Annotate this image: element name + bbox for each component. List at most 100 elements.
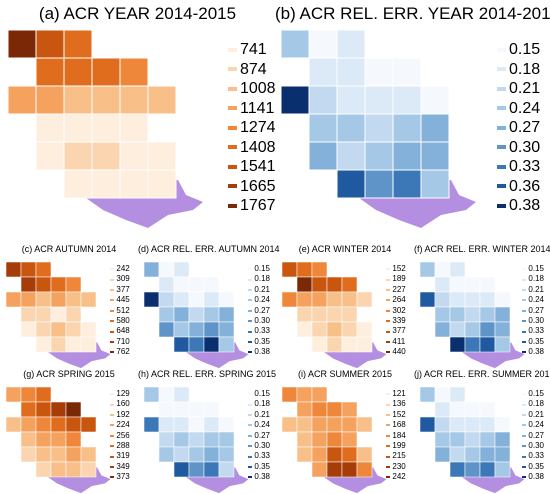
heatmap-cell: [65, 306, 82, 323]
heatmap-cell: [5, 386, 22, 403]
heatmap-cell: [173, 416, 190, 433]
legend-label: 0.15: [528, 264, 544, 273]
heatmap-cell: [341, 431, 358, 448]
legend-label: 0.24: [528, 420, 544, 430]
legend-swatch: [248, 278, 253, 281]
heatmap-cell: [20, 401, 37, 418]
legend-swatch: [522, 309, 527, 312]
panel-title: (g) ACR SPRING 2015: [23, 369, 115, 379]
legend-label: 242: [116, 264, 130, 273]
map-svg: [143, 261, 249, 369]
heatmap-cell: [449, 261, 466, 278]
heatmap-cell: [311, 446, 328, 463]
legend-entry: 242: [386, 472, 406, 482]
heatmap-cell: [35, 291, 52, 308]
legend-entry: 0.33: [522, 451, 544, 461]
legend-swatch: [386, 455, 391, 458]
heatmap-cell: [449, 306, 466, 323]
heatmap-cell: [464, 276, 481, 293]
legend-swatch: [110, 403, 115, 406]
heatmap-cell: [392, 141, 422, 171]
legend-swatch: [522, 434, 527, 437]
heatmap-cell: [203, 276, 220, 293]
legend-label: 215: [392, 451, 406, 461]
legend-swatch: [497, 86, 506, 91]
legend-swatch: [110, 476, 115, 479]
heatmap-cell: [464, 321, 481, 338]
legend-swatch: [110, 299, 115, 302]
legend-swatch: [110, 278, 115, 281]
legend-entry: 0.18: [497, 60, 540, 80]
heatmap-cell: [188, 321, 205, 338]
heatmap-cell: [364, 113, 394, 143]
heatmap-cell: [356, 291, 373, 308]
heatmap-cell: [188, 461, 205, 478]
legend-swatch: [248, 268, 253, 271]
heatmap-cell: [80, 291, 97, 308]
heatmap-cell: [434, 276, 451, 293]
legend-swatch: [386, 341, 391, 343]
legend-swatch: [248, 320, 253, 323]
legend-swatch: [522, 455, 527, 458]
legend-entry: 710: [110, 337, 130, 347]
heatmap-cell: [35, 29, 65, 59]
heatmap-cell: [35, 85, 65, 115]
heatmap-cell: [280, 85, 310, 115]
legend-label: 0.27: [508, 119, 541, 136]
heatmap-cell: [203, 461, 220, 478]
heatmap-cell: [218, 306, 235, 323]
heatmap-cell: [218, 446, 235, 463]
heatmap-cell: [65, 431, 82, 448]
panel-c: (c) ACR AUTUMN 2014 242 309 377 445 512 580 64…: [0, 240, 138, 369]
heatmap-cell: [203, 321, 220, 338]
legend-swatch: [110, 434, 115, 437]
legend-label: 0.27: [254, 305, 270, 315]
legend-label: 1541: [239, 158, 276, 175]
legend-entry: 1274: [228, 118, 276, 138]
legend-label: 0.18: [254, 399, 270, 409]
legend-entry: 373: [110, 472, 130, 482]
legend-swatch: [248, 424, 253, 427]
heatmap-cell: [479, 321, 496, 338]
legend-label: 0.15: [254, 389, 270, 398]
legend-entry: 0.15: [522, 264, 544, 274]
heatmap-cell: [464, 306, 481, 323]
legend-entry: 0.38: [522, 472, 544, 482]
legend-entry: 0.33: [522, 326, 544, 336]
heatmap-cell: [464, 446, 481, 463]
heatmap-cell: [494, 336, 511, 353]
heatmap-cell: [80, 446, 97, 463]
heatmap-cell: [188, 336, 205, 353]
legend-entry: 0.33: [497, 157, 540, 177]
heatmap-cell: [63, 29, 93, 59]
legend-entry: 445: [110, 295, 130, 305]
heatmap-cell: [91, 141, 121, 171]
legend-swatch: [248, 341, 253, 343]
map-svg: [5, 261, 111, 369]
heatmap-cell: [188, 446, 205, 463]
legend-label: 309: [116, 274, 130, 284]
legend-swatch: [110, 424, 115, 427]
map-svg: [280, 29, 476, 228]
heatmap-cell: [392, 85, 422, 115]
heatmap-cell: [20, 306, 37, 323]
heatmap-cell: [50, 336, 67, 353]
heatmap-cell: [65, 321, 82, 338]
legend-swatch: [386, 403, 391, 406]
heatmap-cell: [434, 401, 451, 418]
heatmap-cell: [336, 57, 366, 87]
legend-swatch: [110, 466, 115, 468]
legend-swatch: [497, 67, 506, 71]
heatmap-cell: [203, 291, 220, 308]
legend-label: 160: [116, 399, 130, 409]
heatmap-cell: [35, 336, 52, 353]
heatmap-cell: [50, 416, 67, 433]
heatmap-cell: [158, 401, 175, 418]
heatmap-cell: [158, 276, 175, 293]
heatmap-cell: [392, 57, 422, 87]
legend-label: 0.30: [254, 441, 270, 450]
panel-d: (d) ACR REL. ERR. AUTUMN 2014 0.15 0.18 0.…: [138, 240, 280, 369]
legend-entry: 1008: [228, 79, 276, 99]
legend-swatch: [386, 309, 391, 312]
heatmap-cell: [35, 416, 52, 433]
